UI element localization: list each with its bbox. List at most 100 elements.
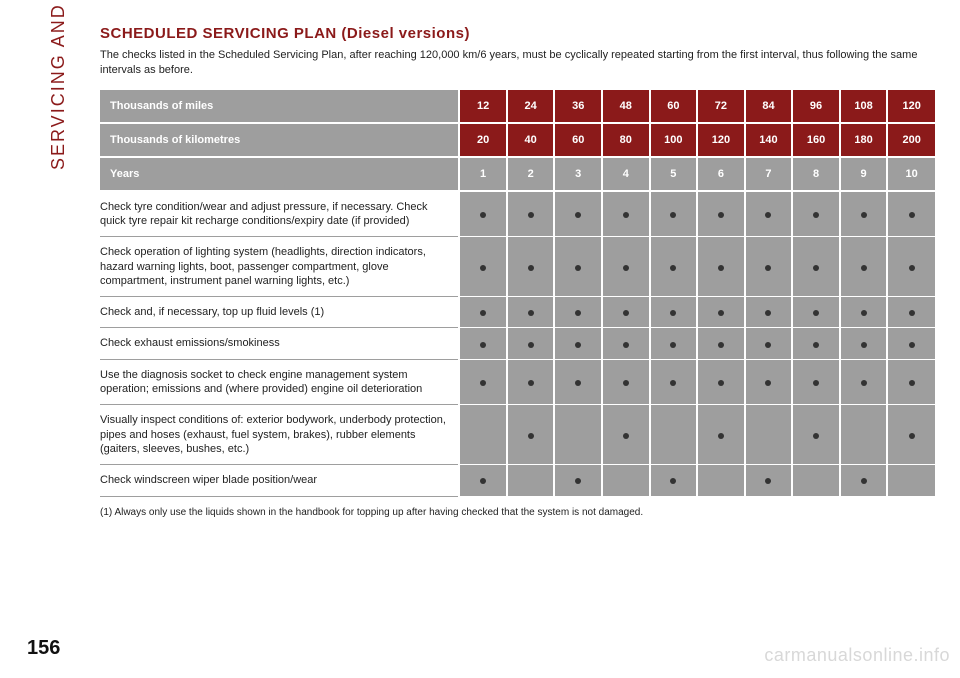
schedule-cell bbox=[887, 465, 935, 496]
dot-icon bbox=[718, 310, 724, 316]
dot-icon bbox=[480, 478, 486, 484]
schedule-cell bbox=[697, 465, 745, 496]
dot-icon bbox=[575, 380, 581, 386]
dot-icon bbox=[813, 433, 819, 439]
schedule-cell bbox=[745, 359, 793, 405]
dot-icon bbox=[528, 212, 534, 218]
row-description: Use the diagnosis socket to check engine… bbox=[100, 359, 459, 405]
servicing-table: Thousands of miles1224364860728496108120… bbox=[100, 90, 935, 497]
header-cell: 12 bbox=[459, 90, 507, 123]
header-cell: 120 bbox=[887, 90, 935, 123]
dot-icon bbox=[909, 212, 915, 218]
dot-icon bbox=[765, 342, 771, 348]
schedule-cell bbox=[459, 359, 507, 405]
schedule-cell bbox=[745, 297, 793, 328]
schedule-cell bbox=[602, 328, 650, 359]
dot-icon bbox=[909, 310, 915, 316]
dot-icon bbox=[813, 380, 819, 386]
dot-icon bbox=[623, 380, 629, 386]
header-cell: 3 bbox=[554, 157, 602, 191]
schedule-cell bbox=[697, 297, 745, 328]
schedule-cell bbox=[650, 405, 698, 465]
dot-icon bbox=[765, 310, 771, 316]
schedule-cell bbox=[554, 191, 602, 237]
dot-icon bbox=[480, 212, 486, 218]
dot-icon bbox=[718, 380, 724, 386]
schedule-cell bbox=[507, 465, 555, 496]
dot-icon bbox=[909, 265, 915, 271]
header-cell: 60 bbox=[650, 90, 698, 123]
schedule-cell bbox=[459, 237, 507, 297]
header-cell: 180 bbox=[840, 123, 888, 157]
header-cell: 160 bbox=[792, 123, 840, 157]
schedule-cell bbox=[459, 297, 507, 328]
dot-icon bbox=[623, 265, 629, 271]
schedule-cell bbox=[602, 405, 650, 465]
schedule-cell bbox=[887, 297, 935, 328]
schedule-cell bbox=[792, 359, 840, 405]
header-cell: 80 bbox=[602, 123, 650, 157]
header-cell: 36 bbox=[554, 90, 602, 123]
dot-icon bbox=[861, 265, 867, 271]
row-description: Check and, if necessary, top up fluid le… bbox=[100, 297, 459, 328]
dot-icon bbox=[575, 310, 581, 316]
header-cell: 10 bbox=[887, 157, 935, 191]
page-content: SCHEDULED SERVICING PLAN (Diesel version… bbox=[100, 25, 935, 518]
schedule-cell bbox=[792, 297, 840, 328]
schedule-cell bbox=[459, 328, 507, 359]
dot-icon bbox=[575, 478, 581, 484]
schedule-cell bbox=[745, 191, 793, 237]
schedule-cell bbox=[840, 191, 888, 237]
header-cell: 7 bbox=[745, 157, 793, 191]
header-cell: 120 bbox=[697, 123, 745, 157]
row-description: Check tyre condition/wear and adjust pre… bbox=[100, 191, 459, 237]
header-cell: 9 bbox=[840, 157, 888, 191]
schedule-cell bbox=[554, 328, 602, 359]
schedule-cell bbox=[697, 191, 745, 237]
header-cell: 8 bbox=[792, 157, 840, 191]
dot-icon bbox=[718, 265, 724, 271]
row-description: Check exhaust emissions/smokiness bbox=[100, 328, 459, 359]
schedule-cell bbox=[459, 465, 507, 496]
schedule-cell bbox=[792, 405, 840, 465]
dot-icon bbox=[575, 265, 581, 271]
header-row-label: Thousands of kilometres bbox=[100, 123, 459, 157]
header-cell: 2 bbox=[507, 157, 555, 191]
schedule-cell bbox=[459, 405, 507, 465]
header-cell: 1 bbox=[459, 157, 507, 191]
schedule-cell bbox=[602, 359, 650, 405]
schedule-cell bbox=[745, 328, 793, 359]
schedule-cell bbox=[792, 191, 840, 237]
row-description: Check windscreen wiper blade position/we… bbox=[100, 465, 459, 496]
dot-icon bbox=[718, 433, 724, 439]
schedule-cell bbox=[840, 237, 888, 297]
dot-icon bbox=[765, 478, 771, 484]
schedule-cell bbox=[554, 465, 602, 496]
header-row-label: Thousands of miles bbox=[100, 90, 459, 123]
schedule-cell bbox=[745, 465, 793, 496]
schedule-cell bbox=[792, 465, 840, 496]
schedule-cell bbox=[459, 191, 507, 237]
header-cell: 20 bbox=[459, 123, 507, 157]
schedule-cell bbox=[507, 191, 555, 237]
schedule-cell bbox=[840, 465, 888, 496]
intro-text: The checks listed in the Scheduled Servi… bbox=[100, 48, 935, 78]
schedule-cell bbox=[745, 237, 793, 297]
header-cell: 84 bbox=[745, 90, 793, 123]
dot-icon bbox=[528, 380, 534, 386]
header-cell: 108 bbox=[840, 90, 888, 123]
schedule-cell bbox=[887, 191, 935, 237]
dot-icon bbox=[861, 380, 867, 386]
schedule-cell bbox=[840, 359, 888, 405]
schedule-cell bbox=[507, 237, 555, 297]
row-description: Check operation of lighting system (head… bbox=[100, 237, 459, 297]
schedule-cell bbox=[507, 297, 555, 328]
schedule-cell bbox=[602, 297, 650, 328]
schedule-cell bbox=[650, 328, 698, 359]
schedule-cell bbox=[650, 297, 698, 328]
dot-icon bbox=[670, 380, 676, 386]
dot-icon bbox=[813, 310, 819, 316]
dot-icon bbox=[480, 342, 486, 348]
sidebar-section-label: SERVICING AND CARE bbox=[48, 0, 69, 170]
schedule-cell bbox=[887, 359, 935, 405]
